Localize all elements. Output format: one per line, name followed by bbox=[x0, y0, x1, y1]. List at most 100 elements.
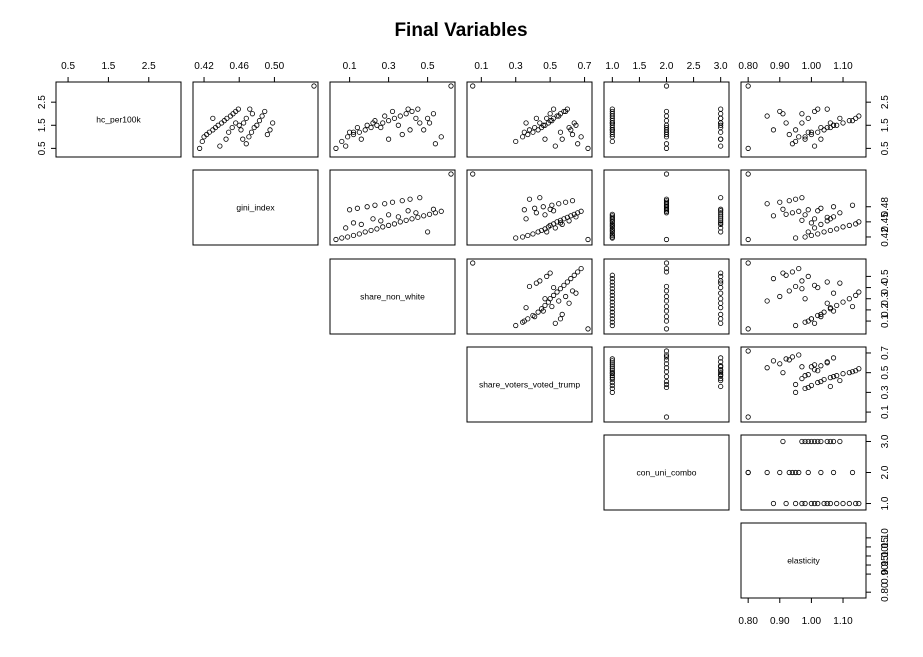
data-point bbox=[609, 108, 615, 115]
data-point bbox=[609, 289, 615, 295]
x-tick-label: 2.0 bbox=[660, 61, 674, 72]
data-point bbox=[350, 131, 357, 138]
data-point bbox=[542, 302, 548, 309]
data-point bbox=[550, 292, 557, 298]
right-tick-label: 0.80 bbox=[880, 582, 891, 602]
panel-gini_index-vs-gini_index: gini_index bbox=[192, 169, 319, 246]
data-point bbox=[380, 224, 386, 230]
right-tick-label: 1.10 bbox=[880, 528, 891, 548]
data-point bbox=[786, 288, 792, 294]
data-point bbox=[856, 366, 862, 372]
data-point bbox=[663, 124, 670, 131]
data-point bbox=[770, 358, 777, 364]
data-point bbox=[792, 381, 799, 388]
right-tick-label: 0.7 bbox=[880, 346, 891, 360]
data-point bbox=[827, 438, 833, 445]
data-point bbox=[374, 226, 380, 232]
right-tick-label: 1.00 bbox=[880, 546, 891, 566]
variable-label-share_voters_voted_trump: share_voters_voted_trump bbox=[479, 380, 580, 390]
data-point bbox=[764, 113, 770, 119]
data-point bbox=[789, 269, 796, 275]
data-point bbox=[549, 118, 555, 124]
data-point bbox=[578, 208, 584, 214]
data-point bbox=[609, 306, 615, 312]
data-point bbox=[718, 290, 724, 296]
data-point bbox=[827, 227, 833, 234]
data-point bbox=[802, 296, 808, 302]
data-point bbox=[777, 108, 783, 115]
data-point bbox=[532, 313, 538, 320]
data-point bbox=[350, 220, 357, 226]
data-point bbox=[815, 129, 821, 135]
data-point bbox=[426, 211, 433, 217]
data-point bbox=[554, 113, 560, 119]
data-point bbox=[834, 122, 840, 128]
panel-gini_index-vs-share_voters_voted_trump bbox=[466, 169, 593, 246]
right-tick-label: 0.48 bbox=[880, 197, 891, 217]
data-point bbox=[585, 145, 591, 151]
data-point bbox=[663, 369, 670, 375]
panel-frame bbox=[466, 346, 593, 423]
data-point bbox=[718, 122, 724, 128]
data-point bbox=[840, 299, 846, 305]
data-point bbox=[824, 106, 830, 112]
data-point bbox=[663, 269, 670, 275]
data-point bbox=[663, 354, 670, 360]
data-point bbox=[718, 210, 724, 216]
data-point bbox=[535, 127, 541, 133]
data-point bbox=[532, 205, 538, 211]
panel-share_non_white-vs-elasticity bbox=[740, 258, 867, 335]
data-point bbox=[818, 469, 824, 476]
data-point bbox=[745, 414, 751, 420]
data-point bbox=[796, 134, 802, 140]
data-point bbox=[799, 375, 805, 382]
data-point bbox=[718, 208, 724, 214]
data-point bbox=[718, 221, 724, 227]
data-point bbox=[840, 371, 846, 377]
panel-gini_index-vs-elasticity bbox=[740, 169, 867, 246]
data-point bbox=[417, 120, 423, 126]
data-point bbox=[663, 348, 670, 354]
data-point bbox=[262, 108, 268, 115]
data-point bbox=[552, 225, 558, 231]
data-point bbox=[544, 115, 550, 121]
data-point bbox=[780, 270, 786, 276]
data-point bbox=[210, 115, 216, 121]
data-point bbox=[799, 364, 805, 370]
data-point bbox=[663, 171, 670, 177]
x-tick-label: 0.5 bbox=[543, 61, 557, 72]
data-point bbox=[786, 357, 792, 363]
data-point bbox=[217, 143, 223, 149]
data-point bbox=[391, 221, 398, 227]
data-point bbox=[821, 229, 827, 235]
x-tick-label: 0.1 bbox=[343, 61, 357, 72]
data-point bbox=[542, 122, 548, 128]
data-point bbox=[764, 365, 770, 371]
data-point bbox=[783, 211, 789, 217]
data-point bbox=[663, 378, 670, 385]
data-point bbox=[663, 308, 670, 314]
data-point bbox=[578, 134, 584, 140]
data-point bbox=[796, 352, 802, 358]
data-point bbox=[818, 311, 824, 317]
x-tick-label: 1.5 bbox=[101, 61, 115, 72]
right-tick-label: 1.0 bbox=[880, 496, 891, 510]
data-point bbox=[333, 145, 339, 151]
data-point bbox=[609, 211, 615, 217]
data-point bbox=[559, 311, 565, 317]
data-point bbox=[837, 377, 843, 384]
data-point bbox=[663, 318, 670, 324]
data-point bbox=[356, 129, 362, 135]
data-point bbox=[663, 293, 670, 300]
panel-frame bbox=[740, 258, 867, 335]
data-point bbox=[573, 214, 579, 220]
data-point bbox=[256, 118, 263, 124]
panel-frame bbox=[55, 81, 182, 158]
data-point bbox=[827, 216, 833, 222]
right-tick-label: 2.0 bbox=[880, 465, 891, 479]
data-point bbox=[563, 199, 569, 205]
data-point bbox=[566, 124, 572, 131]
data-point bbox=[556, 298, 562, 304]
panel-gini_index-vs-con_uni_combo bbox=[603, 169, 730, 246]
